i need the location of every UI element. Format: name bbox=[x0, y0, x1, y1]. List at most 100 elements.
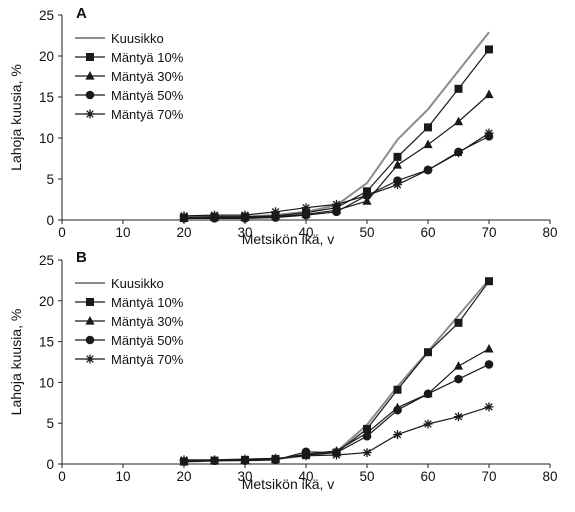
data-point bbox=[485, 45, 493, 54]
legend-item: Kuusikko bbox=[75, 31, 164, 46]
x-tick-label: 10 bbox=[115, 225, 130, 240]
data-point bbox=[454, 84, 463, 93]
legend-marker bbox=[85, 354, 95, 364]
x-axis-label: Metsikön ikä, v bbox=[242, 476, 335, 492]
x-tick-label: 0 bbox=[58, 469, 66, 484]
data-point bbox=[210, 455, 219, 465]
series-kuusikko bbox=[183, 278, 490, 463]
chart-panel-b: 0 10 20 30 40 50 60 70 80 0 5 10 15 20 25 Metsikön ikä,… bbox=[8, 249, 558, 492]
series-m-nty-50- bbox=[179, 132, 494, 223]
series-kuusikko bbox=[183, 31, 490, 219]
legend-item: Mäntyä 70% bbox=[75, 107, 184, 122]
data-point bbox=[423, 419, 433, 429]
x-tick-label: 30 bbox=[237, 225, 252, 240]
x-tick-label: 30 bbox=[237, 469, 252, 484]
x-tick-label: 40 bbox=[298, 225, 313, 240]
legend-item: Mäntyä 50% bbox=[75, 333, 184, 348]
panel-label: B bbox=[76, 249, 87, 266]
series-line bbox=[183, 280, 490, 463]
data-point bbox=[271, 453, 280, 463]
data-point bbox=[332, 199, 341, 209]
legend-label: Mäntyä 50% bbox=[111, 333, 184, 348]
data-point bbox=[454, 374, 463, 384]
data-point bbox=[179, 455, 189, 465]
y-tick-label: 10 bbox=[39, 375, 54, 390]
data-point bbox=[423, 389, 433, 399]
x-tick-label: 0 bbox=[58, 225, 66, 240]
x-tick-label: 70 bbox=[481, 469, 496, 484]
series-m-nty-70- bbox=[179, 402, 494, 465]
x-tick-label: 50 bbox=[359, 469, 374, 484]
data-point bbox=[301, 210, 311, 220]
legend-item: Mäntyä 50% bbox=[75, 88, 184, 103]
x-tick-label: 60 bbox=[420, 225, 435, 240]
legend-item: Mäntyä 10% bbox=[75, 50, 184, 65]
legend-marker bbox=[85, 71, 95, 80]
series-line bbox=[183, 31, 490, 219]
data-point bbox=[484, 128, 494, 138]
data-point bbox=[240, 210, 250, 220]
data-point bbox=[485, 277, 493, 286]
data-point bbox=[240, 454, 250, 464]
series-line bbox=[183, 278, 490, 463]
legend-item: Kuusikko bbox=[75, 276, 164, 291]
y-tick-label: 20 bbox=[39, 49, 54, 64]
data-point bbox=[423, 139, 433, 149]
legend-label: Kuusikko bbox=[111, 31, 164, 46]
legend-marker bbox=[85, 316, 95, 325]
legend-item: Mäntyä 10% bbox=[75, 295, 184, 310]
data-point bbox=[393, 152, 402, 161]
x-axis-label: Metsikön ikä, v bbox=[242, 231, 335, 247]
y-axis-label: Lahoja kuusia, % bbox=[8, 309, 24, 416]
legend-item: Mäntyä 30% bbox=[75, 69, 184, 84]
legend-label: Mäntyä 30% bbox=[111, 314, 184, 329]
y-tick-label: 0 bbox=[46, 213, 54, 228]
legend-item: Mäntyä 70% bbox=[75, 352, 184, 367]
data-point bbox=[454, 148, 463, 158]
x-tick-label: 20 bbox=[176, 469, 191, 484]
data-point bbox=[453, 361, 464, 370]
data-point bbox=[362, 190, 372, 200]
data-point bbox=[210, 210, 219, 220]
legend-label: Mäntyä 10% bbox=[111, 295, 184, 310]
data-point bbox=[332, 450, 341, 460]
legend-label: Mäntyä 70% bbox=[111, 352, 184, 367]
data-point bbox=[393, 385, 402, 394]
series-m-nty-30- bbox=[179, 343, 494, 466]
series-m-nty-10- bbox=[180, 277, 493, 466]
y-axis-label: Lahoja kuusia, % bbox=[8, 64, 24, 171]
data-point bbox=[362, 196, 372, 205]
x-tick-label: 60 bbox=[420, 469, 435, 484]
legend-label: Mäntyä 50% bbox=[111, 88, 184, 103]
y-tick-label: 10 bbox=[39, 131, 54, 146]
data-point bbox=[484, 343, 494, 353]
y-tick-label: 15 bbox=[39, 90, 54, 105]
panel-label: A bbox=[76, 5, 87, 22]
series-line bbox=[183, 348, 490, 463]
series-m-nty-50- bbox=[179, 360, 494, 466]
x-tick-label: 50 bbox=[359, 225, 374, 240]
legend-marker bbox=[85, 109, 95, 119]
data-point bbox=[362, 448, 372, 458]
legend-item: Mäntyä 30% bbox=[75, 314, 184, 329]
data-point bbox=[484, 360, 494, 369]
y-tick-label: 0 bbox=[46, 457, 54, 472]
data-point bbox=[332, 207, 341, 217]
y-tick-label: 25 bbox=[39, 8, 54, 23]
data-point bbox=[362, 431, 372, 441]
x-tick-label: 80 bbox=[542, 469, 557, 484]
series-m-nty-70- bbox=[179, 128, 494, 221]
x-tick-label: 80 bbox=[542, 225, 557, 240]
data-point bbox=[271, 213, 280, 222]
y-tick-label: 5 bbox=[46, 172, 54, 187]
x-tick-label: 10 bbox=[115, 469, 130, 484]
y-tick-label: 5 bbox=[46, 416, 54, 431]
data-point bbox=[301, 203, 311, 213]
data-point bbox=[393, 180, 402, 190]
y-tick-label: 20 bbox=[39, 294, 54, 309]
y-tick-label: 15 bbox=[39, 335, 54, 350]
legend-label: Mäntyä 70% bbox=[111, 107, 184, 122]
data-point bbox=[393, 430, 402, 440]
series-m-nty-10- bbox=[180, 45, 493, 222]
x-tick-label: 40 bbox=[298, 469, 313, 484]
